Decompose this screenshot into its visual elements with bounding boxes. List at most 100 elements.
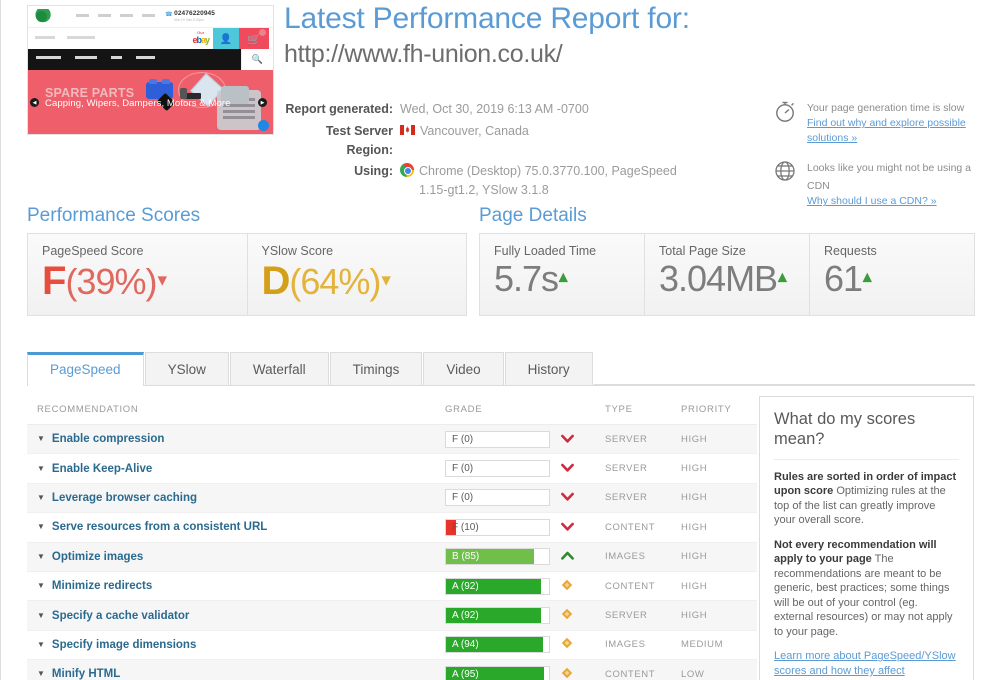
recommendation-cell[interactable]: ▼ Enable compression: [27, 433, 445, 445]
table-row[interactable]: ▼ Leverage browser caching F (0) SERVER HIGH: [27, 483, 757, 514]
ebay-our-label: Our: [197, 30, 205, 35]
grade-cell: B (85): [445, 548, 605, 566]
grade-bar-label: A (92): [452, 610, 479, 622]
table-row[interactable]: ▼ Minify HTML A (95) CONTENT LOW: [27, 660, 757, 680]
recommendation-cell[interactable]: ▼ Optimize images: [27, 551, 445, 563]
recommendation-cell[interactable]: ▼ Enable Keep-Alive: [27, 463, 445, 475]
report-url[interactable]: http://www.fh-union.co.uk/: [284, 39, 563, 68]
table-row[interactable]: ▼ Enable Keep-Alive F (0) SERVER HIGH: [27, 454, 757, 484]
pagespeed-expand-icon[interactable]: ▾: [157, 270, 167, 291]
col-header-priority: PRIORITY: [681, 404, 732, 415]
expand-triangle-icon[interactable]: ▼: [37, 581, 45, 591]
recommendation-link[interactable]: Specify a cache validator: [51, 609, 190, 622]
pagespeed-score-card[interactable]: PageSpeed Score F(39%)▾: [28, 234, 248, 315]
tab-waterfall[interactable]: Waterfall: [229, 352, 329, 385]
expand-triangle-icon[interactable]: ▼: [37, 610, 45, 620]
thumbnail-content: ☎ 02476220945 Mon-Fri 9am-5:30pm Our eba…: [28, 6, 273, 134]
notice-link-cdn[interactable]: Why should I use a CDN? »: [807, 195, 937, 208]
priority-cell: MEDIUM: [681, 639, 724, 651]
total-page-size-card[interactable]: Total Page Size 3.04MB▴: [645, 234, 810, 315]
expand-triangle-icon[interactable]: ▼: [37, 434, 45, 444]
tab-history[interactable]: History: [504, 352, 593, 385]
col-header-grade: GRADE: [445, 404, 483, 415]
grade-cell: F (0): [445, 460, 605, 478]
recommendation-link[interactable]: Enable compression: [51, 433, 165, 446]
fully-loaded-time-value: 5.7s▴: [494, 258, 630, 299]
phone-icon: ☎: [165, 12, 173, 18]
grade-cell: F (10): [445, 518, 605, 536]
yslow-score-label: YSlow Score: [261, 244, 334, 258]
expand-triangle-icon[interactable]: ▼: [37, 492, 45, 502]
priority-diamond-icon: [561, 637, 573, 652]
recommendation-link[interactable]: Leverage browser caching: [51, 491, 198, 504]
site-logo-icon: [34, 9, 60, 23]
grade-bar: F (0): [445, 430, 550, 448]
pagespeed-score-label: PageSpeed Score: [42, 244, 144, 258]
grade-cell: A (92): [445, 607, 605, 625]
scores-learn-more-link[interactable]: Learn more about PageSpeed/YSlow scores …: [774, 650, 956, 680]
requests-card[interactable]: Requests 61▴: [810, 234, 974, 315]
tab-pagespeed[interactable]: PageSpeed: [27, 352, 144, 386]
meta-value-using: Chrome (Desktop) 75.0.3770.100, PageSpee…: [400, 162, 700, 200]
pagespeed-score-value: F(39%)▾: [42, 259, 233, 304]
grade-bar-fill: [446, 549, 534, 565]
meta-label-region: Test Server Region:: [325, 123, 393, 157]
search-icon: 🔍: [241, 49, 273, 70]
table-row[interactable]: ▼ Minimize redirects A (92) CONTENT HIGH: [27, 572, 757, 602]
tab-yslow[interactable]: YSlow: [144, 352, 229, 385]
recommendation-link[interactable]: Specify image dimensions: [51, 638, 197, 651]
priority-diamond-icon: [561, 667, 573, 680]
type-cell: SERVER: [605, 433, 648, 445]
notice-page-generation: Your page generation time is slow Find o…: [772, 98, 982, 146]
priority-cell: HIGH: [681, 433, 708, 445]
meta-label-using: Using:: [354, 164, 393, 179]
recommendation-link[interactable]: Minimize redirects: [51, 580, 153, 593]
meta-row-using: Using: Chrome (Desktop) 75.0.3770.100, P…: [284, 162, 700, 200]
meta-region-text: Vancouver, Canada: [420, 123, 529, 138]
carousel-prev-icon: ◀: [30, 98, 39, 107]
total-page-size-value: 3.04MB▴: [659, 258, 795, 299]
tab-video[interactable]: Video: [423, 352, 504, 385]
page-screenshot-thumbnail[interactable]: ☎ 02476220945 Mon-Fri 9am-5:30pm Our eba…: [27, 5, 274, 135]
tab-timings[interactable]: Timings: [329, 352, 423, 385]
yslow-score-card[interactable]: YSlow Score D(64%)▾: [247, 234, 466, 315]
recommendation-link[interactable]: Enable Keep-Alive: [51, 462, 153, 475]
table-header-row: RECOMMENDATION GRADE TYPE PRIORITY: [27, 396, 757, 425]
recommendation-link[interactable]: Optimize images: [51, 550, 144, 563]
table-row[interactable]: ▼ Serve resources from a consistent URL F …: [27, 513, 757, 543]
expand-triangle-icon[interactable]: ▼: [37, 463, 45, 473]
recommendation-cell[interactable]: ▼ Specify image dimensions: [27, 639, 445, 651]
expand-triangle-icon[interactable]: ▼: [37, 551, 45, 561]
fully-loaded-time-card[interactable]: Fully Loaded Time 5.7s▴: [480, 234, 645, 315]
requests-number: 61: [824, 258, 863, 299]
table-row[interactable]: ▼ Specify a cache validator A (92) SERVER HI…: [27, 601, 757, 631]
recommendation-cell[interactable]: ▼ Minimize redirects: [27, 580, 445, 592]
thumb-main-menu: [28, 49, 241, 70]
thumb-selectors: [35, 36, 95, 39]
fully-loaded-time-trend-icon: ▴: [559, 267, 567, 286]
requests-label: Requests: [824, 244, 877, 258]
chat-bubble-icon: [258, 120, 269, 131]
table-row[interactable]: ▼ Specify image dimensions A (94) IMAGES MED…: [27, 631, 757, 661]
requests-trend-icon: ▴: [863, 267, 871, 286]
yslow-expand-icon[interactable]: ▾: [381, 270, 390, 291]
table-row[interactable]: ▼ Optimize images B (85) IMAGES HIGH: [27, 542, 757, 572]
performance-scores-section: Performance Scores PageSpeed Score F(39%…: [27, 205, 467, 316]
recommendation-cell[interactable]: ▼ Leverage browser caching: [27, 492, 445, 504]
recommendation-cell[interactable]: ▼ Minify HTML: [27, 668, 445, 680]
recommendation-link[interactable]: Serve resources from a consistent URL: [51, 521, 268, 534]
grade-bar: A (92): [445, 607, 550, 625]
grade-bar: A (94): [445, 636, 550, 654]
recommendation-link[interactable]: Minify HTML: [51, 668, 121, 680]
expand-triangle-icon[interactable]: ▼: [37, 522, 45, 532]
table-row[interactable]: ▼ Enable compression F (0) SERVER HIGH: [27, 425, 757, 455]
expand-triangle-icon[interactable]: ▼: [37, 639, 45, 649]
notice-link-slow[interactable]: Find out why and explore possible soluti…: [807, 117, 966, 145]
recommendation-cell[interactable]: ▼ Serve resources from a consistent URL: [27, 521, 445, 533]
expand-triangle-icon[interactable]: ▼: [37, 669, 45, 679]
priority-chevron-down-icon: [561, 433, 574, 446]
yslow-percent: (64%): [289, 261, 381, 302]
recommendation-cell[interactable]: ▼ Specify a cache validator: [27, 610, 445, 622]
notices-panel: Your page generation time is slow Find o…: [772, 98, 982, 222]
